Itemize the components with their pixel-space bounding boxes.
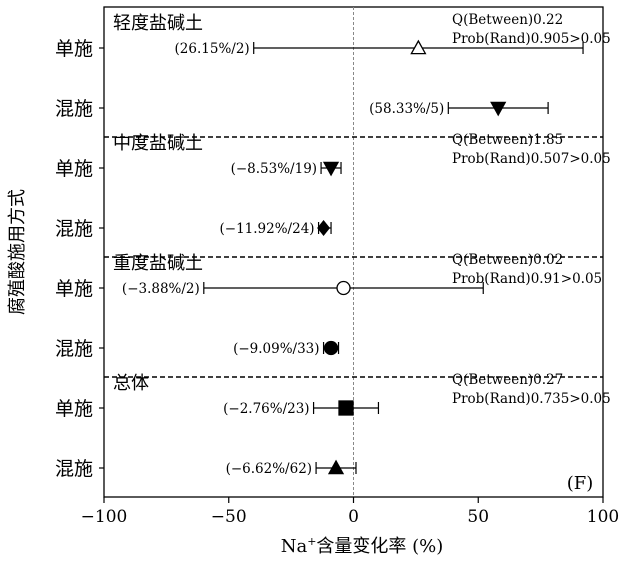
marker-triangle-up bbox=[410, 39, 427, 55]
x-tick-label: 50 bbox=[467, 507, 489, 527]
x-tick-label: 0 bbox=[348, 507, 359, 527]
row-label: 混施 bbox=[55, 218, 93, 240]
effect-annotation: (−6.62%/62) bbox=[226, 461, 312, 477]
row-label: 单施 bbox=[55, 398, 93, 420]
stat-q-between: Q(Between)0.02 bbox=[452, 252, 563, 268]
stat-q-between: Q(Between)0.27 bbox=[452, 372, 563, 388]
x-axis-title-sup: + bbox=[307, 535, 316, 548]
y-axis-title: 腐殖酸施用方式 bbox=[6, 189, 28, 315]
marker-triangle-down bbox=[322, 161, 340, 177]
group-label: 中度盐碱土 bbox=[113, 133, 203, 154]
effect-annotation: (−9.09%/33) bbox=[233, 341, 319, 357]
plot-layer: −100 −50 0 50 100 轻度盐碱土 Q(Between)0.22 Prob(Ran… bbox=[55, 7, 619, 527]
marker-circle bbox=[323, 340, 339, 356]
x-tick-label: 100 bbox=[587, 507, 619, 527]
group-label: 重度盐碱土 bbox=[113, 253, 203, 274]
effect-annotation: (−2.76%/23) bbox=[223, 401, 309, 417]
x-axis-title-pre: Na bbox=[281, 536, 308, 557]
effect-annotation: (26.15%/2) bbox=[175, 41, 250, 57]
row-label: 混施 bbox=[55, 458, 93, 480]
effect-annotation: (58.33%/5) bbox=[369, 101, 444, 117]
stat-prob-rand: Prob(Rand)0.91>0.05 bbox=[452, 271, 602, 287]
group-label: 轻度盐碱土 bbox=[113, 13, 203, 34]
marker-circle bbox=[336, 280, 351, 296]
x-tick-label: −50 bbox=[211, 507, 247, 527]
group-label: 总体 bbox=[113, 373, 149, 394]
row-label: 混施 bbox=[55, 98, 93, 120]
stat-prob-rand: Prob(Rand)0.905>0.05 bbox=[452, 31, 611, 47]
x-axis-title-post: 含量变化率 (%) bbox=[316, 536, 443, 557]
x-axis-title: Na+含量变化率 (%) bbox=[281, 535, 444, 557]
marker-diamond bbox=[317, 219, 330, 237]
row-label: 单施 bbox=[55, 158, 93, 180]
stat-prob-rand: Prob(Rand)0.507>0.05 bbox=[452, 151, 611, 167]
x-tick-label: −100 bbox=[81, 507, 128, 527]
effect-annotation: (−11.92%/24) bbox=[220, 221, 315, 237]
effect-annotation: (−8.53%/19) bbox=[231, 161, 317, 177]
effect-annotation: (−3.88%/2) bbox=[122, 281, 200, 297]
marker-triangle-down bbox=[490, 101, 507, 117]
stat-q-between: Q(Between)0.22 bbox=[452, 12, 563, 28]
marker-square bbox=[338, 400, 354, 416]
stat-prob-rand: Prob(Rand)0.735>0.05 bbox=[452, 391, 611, 407]
stat-q-between: Q(Between)1.85 bbox=[452, 132, 563, 148]
panel-label: (F) bbox=[567, 473, 594, 494]
row-label: 混施 bbox=[55, 338, 93, 360]
marker-triangle-up bbox=[327, 459, 345, 475]
row-label: 单施 bbox=[55, 278, 93, 300]
row-label: 单施 bbox=[55, 38, 93, 60]
